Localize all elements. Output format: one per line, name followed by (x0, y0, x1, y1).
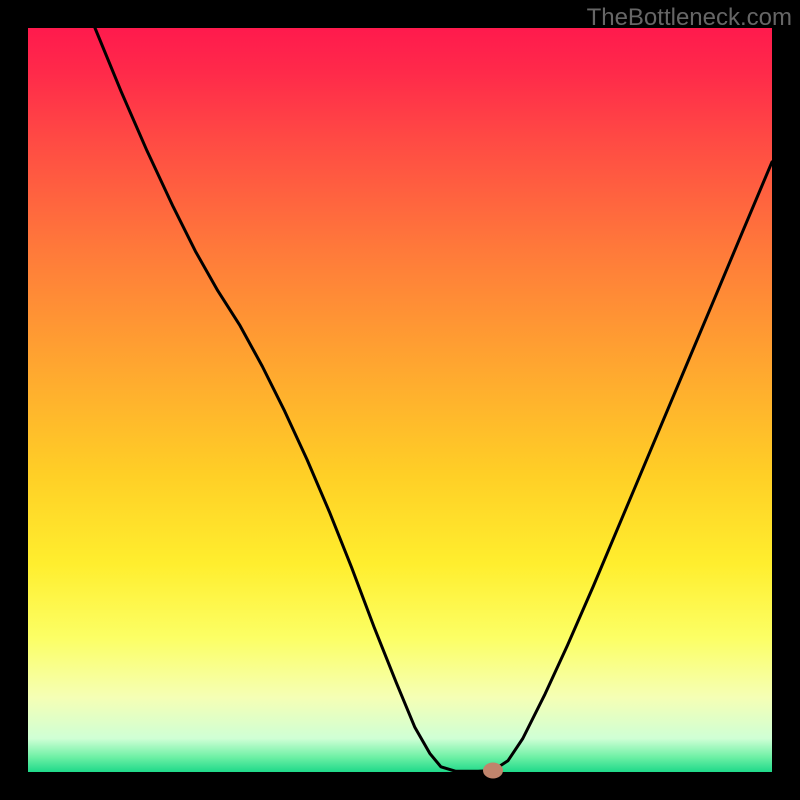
bottleneck-chart (0, 0, 800, 800)
chart-marker (483, 763, 503, 779)
chart-container: TheBottleneck.com (0, 0, 800, 800)
chart-plot-area (28, 28, 772, 772)
watermark: TheBottleneck.com (587, 4, 792, 32)
